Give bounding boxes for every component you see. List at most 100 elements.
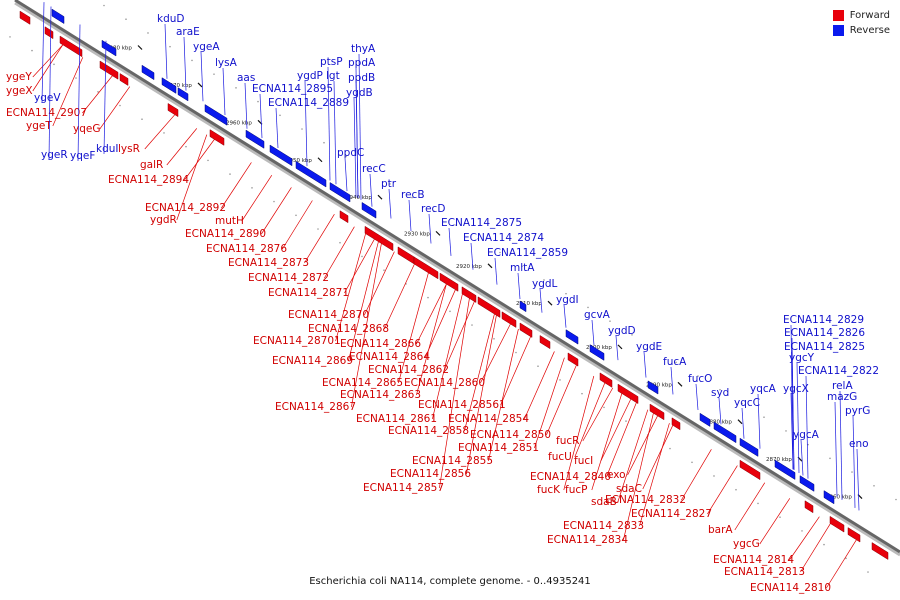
reverse-gene-label: ECNA114_2895 bbox=[252, 83, 333, 95]
reverse-gene-feature bbox=[51, 8, 65, 25]
reverse-leader-line bbox=[48, 6, 52, 161]
scale-tick-mark bbox=[317, 157, 323, 163]
guide-dot bbox=[845, 557, 847, 560]
scale-tick-label: 2970 kbp bbox=[166, 83, 192, 89]
reverse-gene-label: ECNA114_2826 bbox=[784, 327, 865, 339]
forward-gene-label: ECNA114_2850 bbox=[470, 429, 551, 441]
scale-tick-label: 2920 kbp bbox=[456, 264, 482, 270]
guide-dot bbox=[499, 251, 501, 254]
legend-forward: Forward bbox=[832, 8, 890, 23]
forward-leader-line bbox=[546, 365, 577, 436]
forward-leader-line bbox=[241, 174, 273, 222]
scale-tick-label: 2940 kbp bbox=[346, 195, 372, 201]
gene-features bbox=[19, 8, 889, 560]
scale-tick-label: 2890 kbp bbox=[646, 382, 672, 388]
reverse-gene-label: mltA bbox=[510, 262, 535, 274]
guide-dot bbox=[389, 183, 391, 185]
forward-leader-line bbox=[627, 415, 658, 476]
reverse-gene-label: yqcC bbox=[734, 397, 760, 409]
forward-gene-label: ECNA114_28701 bbox=[253, 335, 341, 347]
reverse-gene-feature bbox=[295, 160, 327, 188]
guide-dot bbox=[427, 296, 429, 299]
guide-dot bbox=[9, 36, 11, 38]
reverse-leader-line bbox=[670, 366, 674, 395]
guide-dot bbox=[565, 292, 567, 295]
guide-dot bbox=[719, 388, 721, 391]
forward-leader-line bbox=[82, 75, 113, 114]
guide-dot bbox=[229, 173, 231, 175]
guide-dot bbox=[713, 475, 715, 477]
guide-dot bbox=[873, 484, 875, 487]
reverse-leader-line bbox=[41, 2, 45, 104]
reverse-leader-line bbox=[517, 272, 521, 300]
forward-gene-label: ECNA114_2868 bbox=[308, 323, 389, 335]
forward-gene-label: ECNA114_2813 bbox=[724, 566, 805, 578]
guide-dot bbox=[741, 402, 743, 405]
guide-dot bbox=[383, 269, 385, 271]
forward-leader-line bbox=[623, 413, 654, 541]
guide-dot bbox=[213, 73, 215, 75]
forward-leader-line bbox=[759, 498, 791, 545]
guide-dot bbox=[609, 320, 611, 322]
guide-dot bbox=[251, 187, 253, 189]
forward-leader-line bbox=[707, 465, 738, 515]
guide-dot bbox=[757, 502, 759, 505]
guide-dot bbox=[477, 237, 479, 240]
guide-dot bbox=[493, 337, 495, 340]
forward-leader-line bbox=[500, 336, 531, 406]
reverse-gene-label: ygdI bbox=[556, 294, 579, 306]
reverse-gene-feature bbox=[699, 412, 711, 427]
reverse-gene-label: recD bbox=[421, 203, 445, 215]
guide-dot bbox=[339, 241, 341, 244]
genome-backbone bbox=[9, 0, 900, 573]
scale-tick-mark bbox=[435, 230, 441, 236]
guide-dot bbox=[763, 416, 765, 418]
forward-gene-label: ECNA114_2873 bbox=[228, 257, 309, 269]
forward-gene-label: ECNA114_2867 bbox=[275, 401, 356, 413]
reverse-leader-line bbox=[852, 415, 856, 508]
reverse-gene-label: ygdD bbox=[608, 325, 636, 337]
forward-leader-line bbox=[425, 289, 456, 358]
guide-dot bbox=[691, 461, 693, 464]
reverse-gene-label: yqcA bbox=[750, 383, 777, 395]
forward-gene-label: ygcG bbox=[733, 538, 760, 550]
reverse-leader-line bbox=[448, 227, 452, 256]
guide-dot bbox=[323, 141, 325, 144]
reverse-leader-line bbox=[358, 53, 362, 200]
forward-leader-line bbox=[432, 293, 463, 420]
guide-dot bbox=[603, 406, 605, 409]
reverse-gene-feature bbox=[519, 300, 527, 313]
reverse-gene-feature bbox=[161, 77, 177, 94]
forward-leader-line bbox=[800, 523, 831, 573]
reverse-leader-line bbox=[539, 288, 543, 313]
forward-gene-feature bbox=[99, 60, 119, 80]
backbone-line bbox=[14, 0, 900, 554]
guide-dot bbox=[829, 457, 831, 460]
reverse-leader-line bbox=[183, 36, 187, 91]
forward-gene-label: fucP bbox=[565, 484, 587, 496]
forward-leader-line bbox=[351, 243, 382, 408]
guide-dot bbox=[31, 49, 33, 52]
forward-gene-feature bbox=[167, 102, 179, 118]
reverse-leader-line bbox=[741, 407, 745, 439]
reverse-gene-label: ygdL bbox=[532, 278, 558, 290]
forward-leader-line bbox=[826, 539, 857, 589]
guide-dot bbox=[235, 87, 237, 89]
guide-dot bbox=[279, 114, 281, 117]
forward-gene-label: ECNA114_2866 bbox=[340, 338, 421, 350]
forward-gene-label: ECNA114_2858 bbox=[388, 425, 469, 437]
reverse-leader-line bbox=[428, 213, 432, 244]
forward-gene-label: ECNA114_2814 bbox=[713, 554, 794, 566]
forward-gene-feature bbox=[617, 383, 639, 405]
forward-leader-line bbox=[574, 382, 606, 458]
reverse-leader-line bbox=[790, 324, 794, 470]
forward-gene-feature bbox=[413, 256, 439, 280]
forward-leader-line bbox=[144, 114, 176, 150]
forward-gene-label: ygeX bbox=[6, 85, 33, 97]
forward-gene-feature bbox=[739, 459, 761, 481]
forward-leader-line bbox=[582, 387, 614, 442]
forward-gene-feature bbox=[439, 272, 459, 292]
guide-dot bbox=[125, 18, 127, 21]
guide-dot bbox=[163, 132, 165, 134]
guide-dot bbox=[779, 516, 781, 518]
